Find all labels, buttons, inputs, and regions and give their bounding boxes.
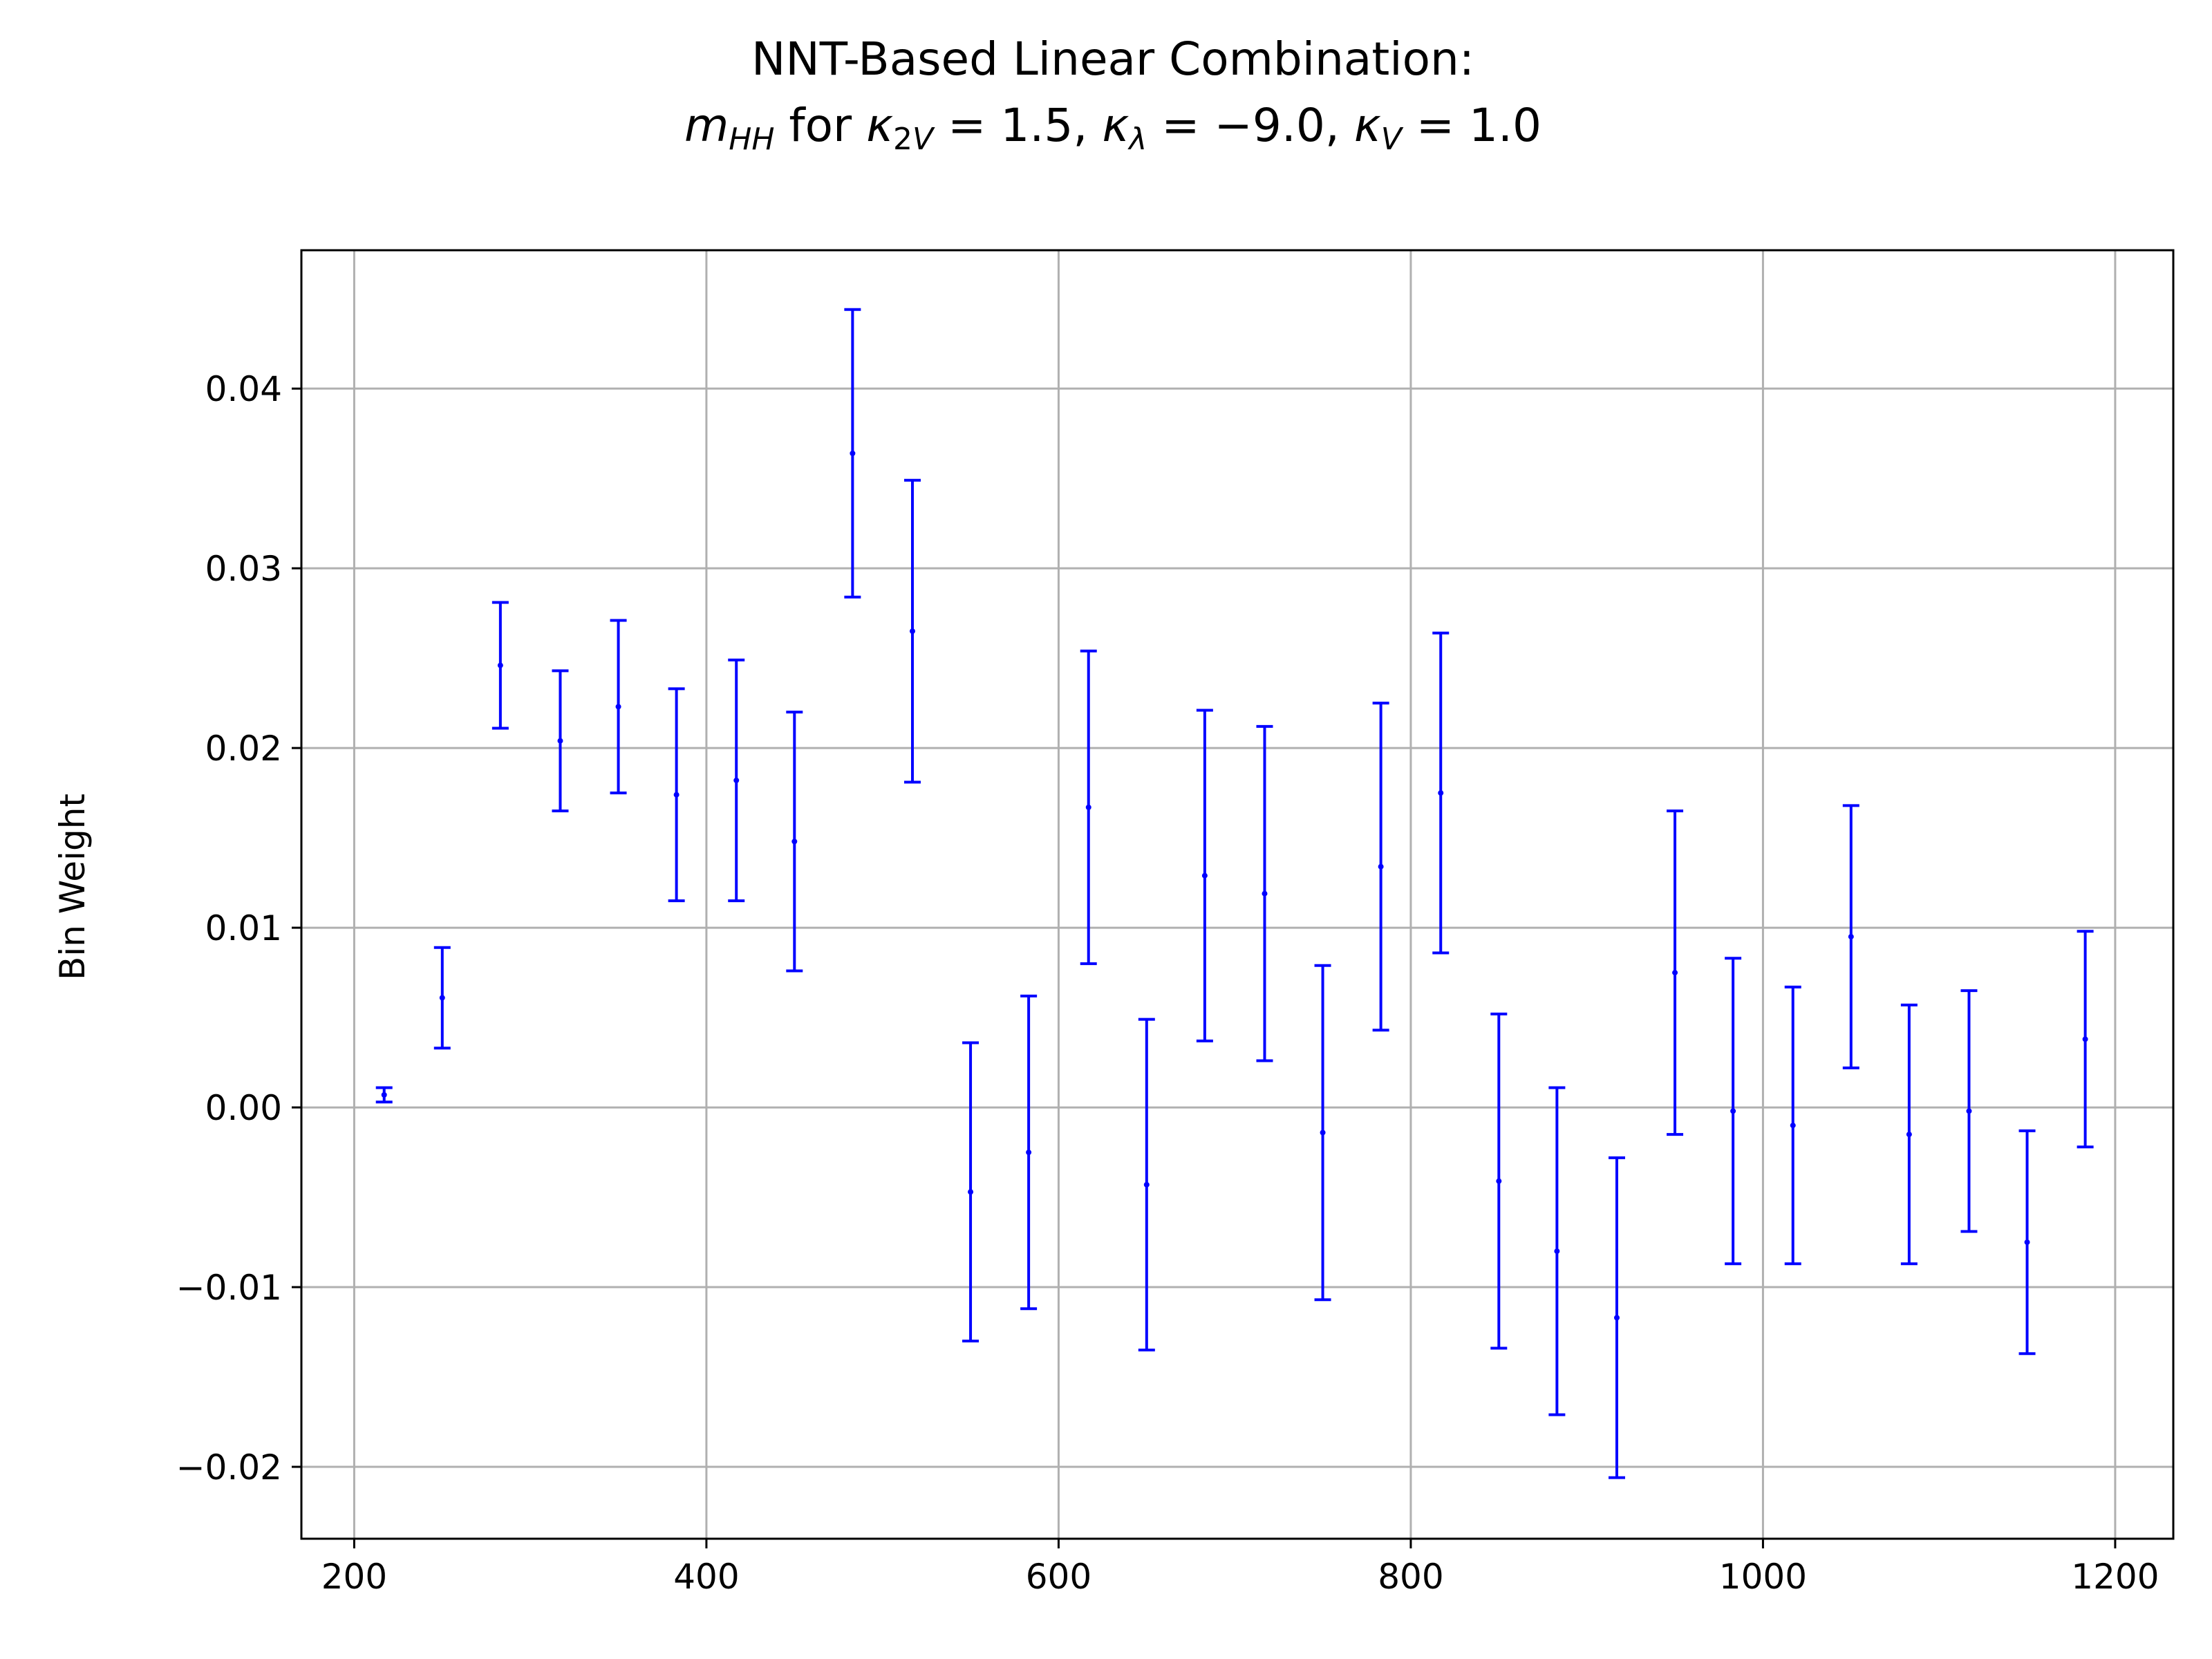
data-point bbox=[381, 1091, 387, 1098]
data-point bbox=[1143, 1181, 1150, 1188]
data-point bbox=[1790, 1123, 1796, 1129]
data-point bbox=[439, 995, 445, 1001]
data-point bbox=[1438, 790, 1444, 796]
data-point bbox=[733, 777, 740, 783]
y-axis-label: Bin Weight bbox=[53, 794, 93, 980]
error-bar-point bbox=[1314, 964, 1331, 1302]
y-tick-label: 0.00 bbox=[205, 1088, 282, 1128]
data-point bbox=[2024, 1239, 2030, 1246]
error-bar-point bbox=[903, 478, 921, 784]
error-bars bbox=[375, 308, 2094, 1479]
error-bar-point bbox=[1842, 804, 1859, 1069]
error-bar-point bbox=[1490, 1012, 1508, 1350]
error-bar-point bbox=[2018, 1129, 2036, 1356]
data-point bbox=[1672, 970, 1678, 976]
x-tick-label: 200 bbox=[321, 1557, 387, 1597]
x-tick-label: 1200 bbox=[2071, 1557, 2159, 1597]
data-point bbox=[1201, 872, 1208, 879]
x-tick-label: 800 bbox=[1378, 1557, 1443, 1597]
error-bar-point bbox=[786, 711, 803, 973]
data-point bbox=[673, 791, 679, 798]
error-bar-point bbox=[668, 687, 685, 903]
error-bar-point bbox=[1784, 985, 1801, 1266]
error-bar-point bbox=[491, 601, 509, 730]
data-point bbox=[615, 704, 621, 710]
data-point bbox=[1085, 804, 1091, 810]
y-tick-label: 0.03 bbox=[205, 549, 282, 589]
y-tick-label: 0.01 bbox=[205, 908, 282, 948]
error-bar-point bbox=[1548, 1086, 1566, 1416]
y-axis: −0.02 −0.01 0.00 0.01 0.02 0.03 0.04 bbox=[176, 369, 301, 1488]
grid bbox=[301, 250, 2173, 1539]
error-bar-point bbox=[728, 658, 745, 903]
data-point bbox=[2082, 1036, 2088, 1042]
error-bar-point bbox=[1020, 994, 1038, 1311]
data-point bbox=[1554, 1248, 1560, 1255]
chart-title: NNT-Based Linear Combination: bbox=[751, 32, 1474, 86]
data-point bbox=[1378, 863, 1384, 870]
error-bar-point bbox=[1196, 709, 1213, 1042]
y-tick-label: 0.02 bbox=[205, 729, 282, 769]
plot-frame bbox=[300, 249, 2175, 1540]
error-bar-point bbox=[1667, 809, 1684, 1136]
error-bar-point bbox=[1900, 1003, 1918, 1266]
data-point bbox=[1320, 1130, 1326, 1136]
data-point bbox=[968, 1189, 974, 1195]
y-tick-label: 0.04 bbox=[205, 369, 282, 409]
error-bar-point bbox=[1138, 1018, 1155, 1352]
error-bar-point bbox=[610, 619, 627, 795]
data-point bbox=[557, 738, 563, 744]
error-bar-point bbox=[1725, 957, 1742, 1266]
error-bar-point bbox=[844, 308, 861, 599]
chart-subtitle: mHH for κ2V = 1.5, κλ = −9.0, κV = 1.0 bbox=[684, 99, 1541, 157]
data-point bbox=[1613, 1315, 1620, 1321]
y-tick-label: −0.01 bbox=[176, 1268, 282, 1308]
data-point bbox=[791, 838, 798, 845]
x-tick-label: 1000 bbox=[1719, 1557, 1807, 1597]
data-point bbox=[1262, 890, 1268, 897]
data-point bbox=[909, 628, 915, 635]
error-bar-point bbox=[962, 1041, 980, 1343]
x-tick-label: 400 bbox=[673, 1557, 739, 1597]
data-point bbox=[1966, 1108, 1972, 1114]
error-bar-point bbox=[2077, 930, 2094, 1149]
error-bar-point bbox=[433, 946, 451, 1050]
error-bar-point bbox=[1960, 989, 1978, 1233]
x-axis: 200 400 600 800 1000 1200 bbox=[321, 1539, 2159, 1597]
data-point bbox=[1026, 1150, 1032, 1156]
error-bar-point bbox=[375, 1086, 393, 1104]
data-point bbox=[1906, 1132, 1912, 1138]
error-bar-point bbox=[1432, 631, 1450, 955]
data-point bbox=[850, 450, 856, 456]
data-point bbox=[1496, 1178, 1502, 1184]
x-tick-label: 600 bbox=[1026, 1557, 1091, 1597]
data-point bbox=[497, 662, 503, 668]
data-point bbox=[1730, 1108, 1736, 1114]
error-bar-point bbox=[1608, 1156, 1625, 1479]
y-tick-label: −0.02 bbox=[176, 1447, 282, 1488]
error-bar-point bbox=[1080, 649, 1097, 966]
error-bar-point bbox=[1256, 724, 1273, 1062]
error-bar-point bbox=[552, 669, 569, 813]
data-point bbox=[1848, 934, 1854, 940]
error-bar-point bbox=[1372, 702, 1389, 1032]
